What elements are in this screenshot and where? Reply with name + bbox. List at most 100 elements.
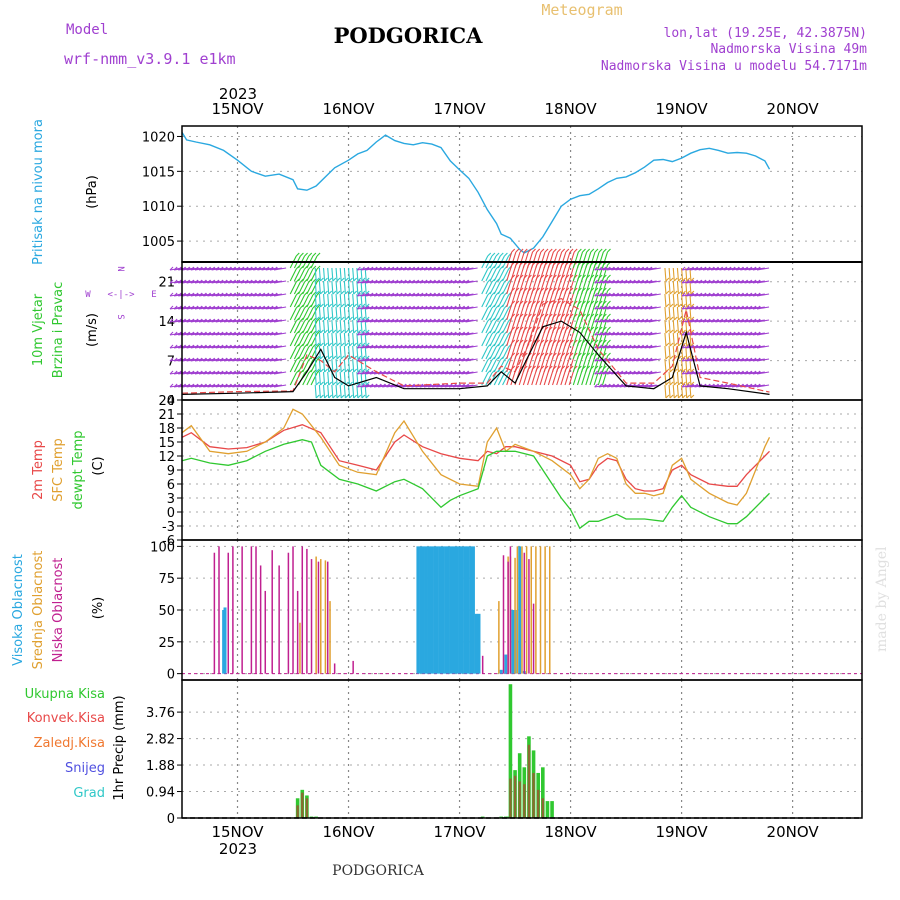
wind-arrow-head <box>598 318 603 323</box>
wind-arrow-head <box>377 305 382 310</box>
wind-arrow-head <box>665 303 670 308</box>
wind-arrow-head <box>232 331 236 336</box>
total-precip-bar <box>545 801 550 818</box>
wind-arrow <box>664 358 667 373</box>
wind-arrow-head <box>698 318 703 323</box>
y-tick-label: 100 <box>150 540 175 555</box>
wind-arrow <box>756 319 770 323</box>
wind-arrow <box>502 281 510 295</box>
wind-arrow-head <box>315 355 320 360</box>
wind-arrow-head <box>723 370 728 375</box>
high-cloud-bar <box>416 546 420 674</box>
wind-arrow-head <box>215 357 220 362</box>
wind-arrow-head <box>365 381 370 386</box>
wind-arrow-head <box>756 279 761 284</box>
wind-arrow-head <box>211 357 216 362</box>
wind-arrow-head <box>198 279 203 284</box>
wind-arrow-head <box>678 303 682 308</box>
wind-arrow-head <box>685 370 690 375</box>
wind-arrow <box>644 293 657 297</box>
wind-arrow-head <box>569 248 574 253</box>
wind-arrow-head <box>257 357 261 362</box>
wind-arrow-head <box>316 304 321 309</box>
high-cloud-bar <box>469 546 473 674</box>
wind-arrow <box>269 267 283 271</box>
wind-arrow-head <box>336 342 341 347</box>
wind-arrow-head <box>461 357 465 362</box>
wind-arrow-head <box>594 248 599 253</box>
wind-arrow <box>668 358 671 373</box>
wind-arrow-head <box>615 279 619 284</box>
wind-arrow-head <box>207 279 211 284</box>
wind-arrow-head <box>402 357 407 362</box>
wind-arrow <box>339 358 342 373</box>
wind-arrow-head <box>731 305 736 310</box>
wind-arrow <box>331 371 334 386</box>
wind-arrow-head <box>177 266 182 271</box>
low-cloud-bar <box>317 561 320 674</box>
precip-label-frozen: Zaledj.Kisa <box>34 736 105 751</box>
wind-arrow-head <box>369 331 374 336</box>
wind-arrow-head <box>365 318 370 323</box>
model-name: wrf-nmm_v3.9.1 e1km <box>64 50 236 68</box>
wind-arrow-head <box>640 370 644 375</box>
wind-arrow <box>331 384 334 399</box>
wind-arrow <box>481 268 489 282</box>
wind-arrow-head <box>349 290 353 295</box>
wind-arrow-head <box>365 383 370 388</box>
wind-arrow-head <box>336 303 341 308</box>
wind-arrow <box>327 280 330 295</box>
wind-arrow-head <box>332 277 337 282</box>
wind-arrow-head <box>361 316 366 321</box>
wind-arrow-head <box>682 290 686 295</box>
high-cloud-bar <box>452 546 456 674</box>
conv-precip-bar <box>513 775 517 818</box>
wind-arrow <box>273 332 287 336</box>
wind-arrow-head <box>602 292 607 297</box>
wind-arrow-head <box>248 279 253 284</box>
wind-arrow <box>668 332 671 347</box>
wind-arrow-head <box>419 383 424 388</box>
wind-arrow-head <box>182 383 186 388</box>
wind-arrow-head <box>606 344 611 349</box>
conv-precip-bar <box>305 798 309 818</box>
wind-arrow-head <box>727 266 732 271</box>
wind-arrow-head <box>727 370 732 375</box>
y-tick-label: 0.94 <box>146 786 175 801</box>
wind-arrow-head <box>394 292 399 297</box>
day-label-top: 17NOV <box>433 100 486 118</box>
wind-arrow-head <box>561 248 566 253</box>
wind-arrow-head <box>694 331 698 336</box>
wind-arrow-head <box>627 305 632 310</box>
high-cloud-bar <box>441 546 445 674</box>
wind-arrow <box>522 251 529 269</box>
wind-arrow-head <box>386 357 390 362</box>
wind-arrow-head <box>448 266 453 271</box>
wind-arrow <box>485 294 493 308</box>
y-tick-label: 6 <box>167 478 175 493</box>
wind-arrow <box>364 371 367 386</box>
wind-arrow <box>648 358 661 362</box>
wind-arrow <box>298 294 306 308</box>
wind-arrow-head <box>248 344 253 349</box>
compass-west: W <box>85 290 91 300</box>
wind-arrow <box>752 371 765 375</box>
wind-arrow-head <box>173 370 178 375</box>
wind-arrow-head <box>419 331 424 336</box>
wind-arrow-head <box>373 292 378 297</box>
wind-arrow-head <box>402 292 407 297</box>
wind-arrow-head <box>744 266 748 271</box>
wind-arrow <box>752 319 765 323</box>
wind-arrow-head <box>244 370 249 375</box>
wind-arrow <box>302 320 310 334</box>
day-label-top: 16NOV <box>322 100 375 118</box>
wind-arrow-head <box>252 318 257 323</box>
wind-arrow <box>668 345 671 360</box>
wind-arrow <box>306 372 314 386</box>
wind-arrow-head <box>257 383 261 388</box>
wind-arrow <box>506 251 513 269</box>
wind-arrow-head <box>727 279 732 284</box>
wind-arrow <box>685 371 688 386</box>
wind-arrow-head <box>682 381 686 386</box>
wind-arrow-head <box>215 344 220 349</box>
